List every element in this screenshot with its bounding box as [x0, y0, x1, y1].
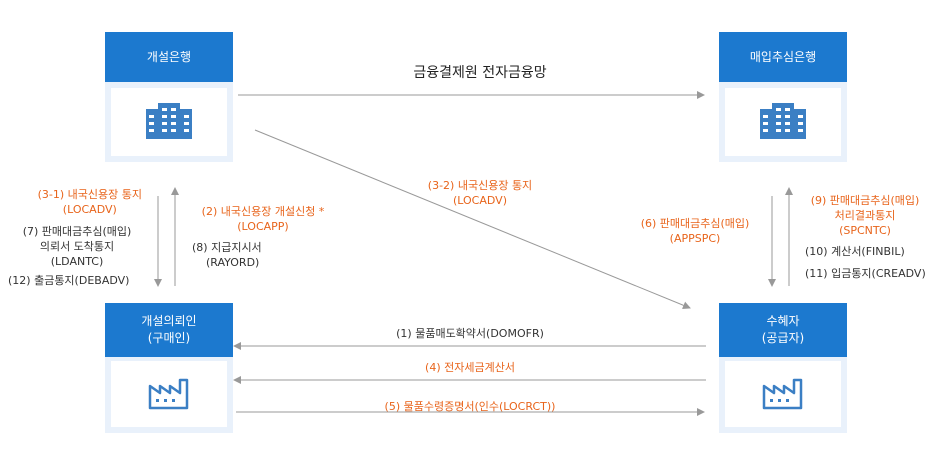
label-12: (12) 출금통지(DEBADV) [8, 274, 130, 287]
label-6: (6) 판매대금추심(매입) (APPSPC) [640, 217, 750, 245]
node-issuing-bank-label: 개설은행 [105, 32, 233, 82]
node-purchase-bank: 매입추심은행 [719, 32, 847, 162]
label-11: (11) 입금통지(CREADV) [805, 267, 926, 280]
node-applicant-label: 개설의뢰인 (구매인) [105, 303, 233, 357]
network-title: 금융결제원 전자금융망 [413, 65, 547, 81]
label-8: (8) 지급지시서 (RAYORD) [192, 241, 262, 269]
node-purchase-bank-label: 매입추심은행 [719, 32, 847, 82]
factory-icon [762, 378, 803, 410]
label-2: (2) 내국신용장 개설신청 * (LOCAPP) [201, 205, 325, 233]
arrow-diagonal-locadv [254, 129, 691, 310]
label-5: (5) 물품수령증명서(인수(LOCRCT)) [384, 400, 556, 413]
label-3-2: (3-2) 내국신용장 통지 (LOCADV) [427, 179, 533, 207]
node-applicant: 개설의뢰인 (구매인) [105, 303, 233, 433]
label-3-1: (3-1) 내국신용장 통지 (LOCADV) [37, 188, 142, 216]
label-1: (1) 물품매도확약서(DOMOFR) [396, 327, 544, 340]
node-beneficiary: 수혜자 (공급자) [719, 303, 847, 433]
node-issuing-bank: 개설은행 [105, 32, 233, 162]
label-9: (9) 판매대금추심(매입) 처리결과통지 (SPCNTC) [810, 194, 920, 237]
node-beneficiary-label: 수혜자 (공급자) [719, 303, 847, 357]
factory-icon [148, 378, 189, 410]
bank-building-icon [146, 103, 192, 139]
label-7: (7) 판매대금추심(매입) 의뢰서 도착통지 (LDANTC) [22, 225, 132, 268]
label-10: (10) 계산서(FINBIL) [805, 245, 905, 258]
label-4: (4) 전자세금계산서 [425, 361, 515, 374]
bank-building-icon [760, 103, 806, 139]
